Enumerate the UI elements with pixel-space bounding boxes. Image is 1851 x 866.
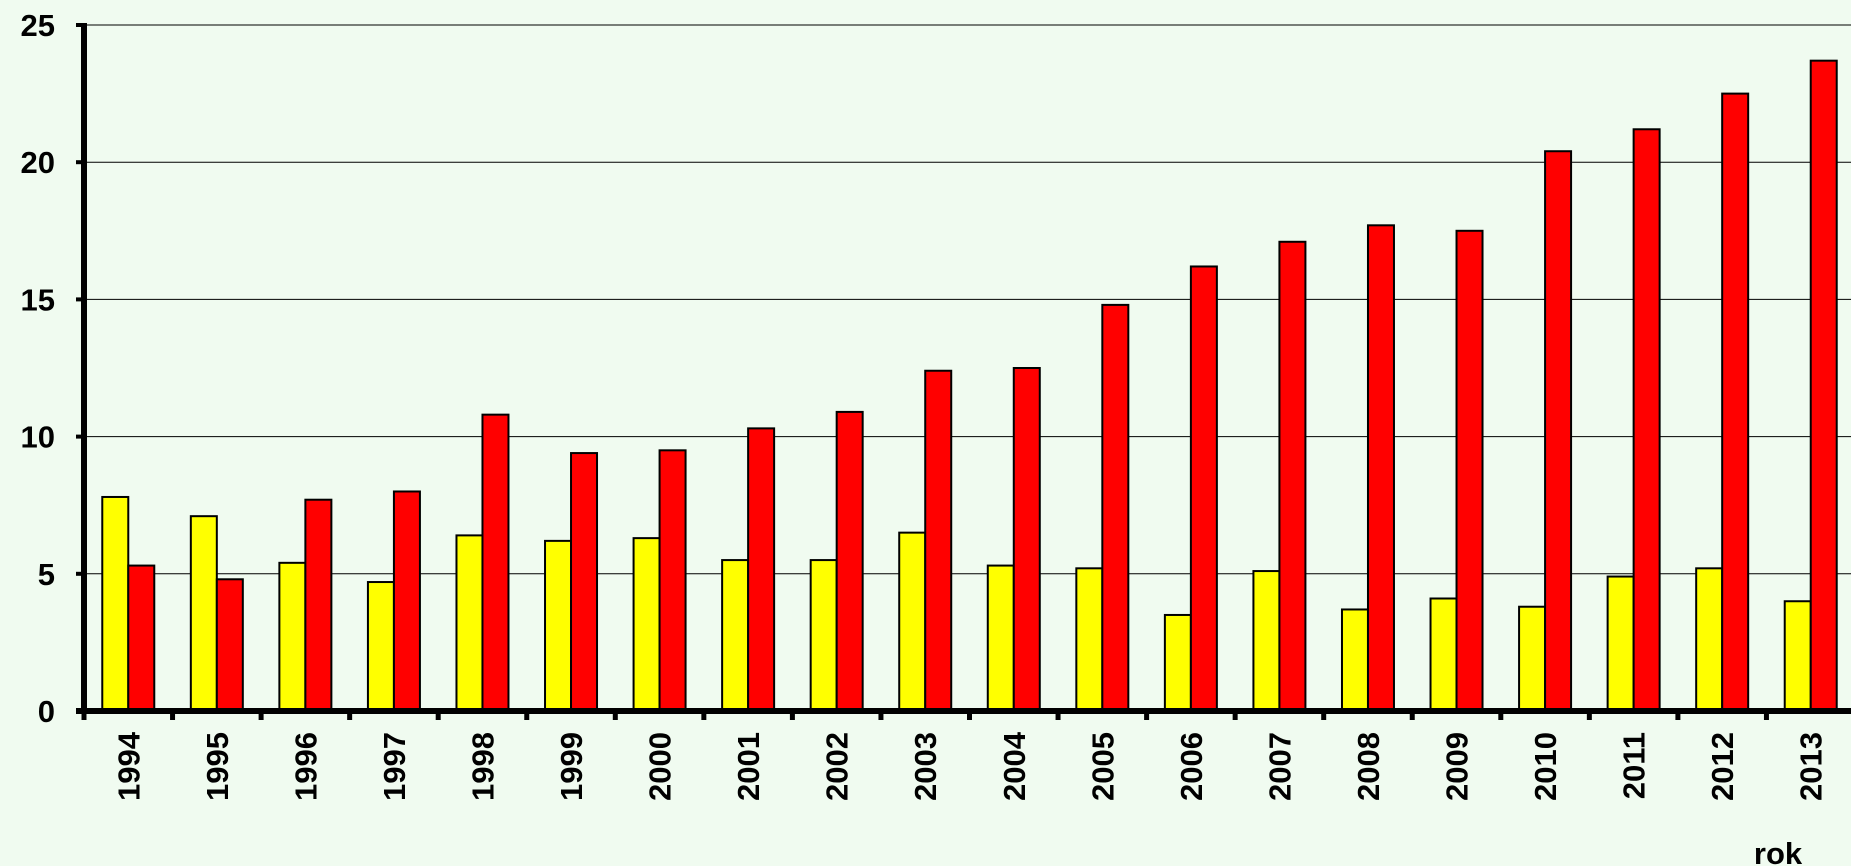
bar-2004-red [1012, 367, 1041, 712]
x-tick-label: 2000 [643, 732, 678, 801]
x-tick-label: 2003 [908, 732, 943, 801]
bars [101, 59, 1838, 713]
bar-2006-red [1189, 265, 1218, 712]
y-tick-label: 25 [21, 8, 55, 43]
bar-1998-red [481, 413, 510, 712]
y-tick-label: 0 [38, 694, 55, 729]
x-tick-label: 1996 [288, 732, 323, 801]
bar-2012-yellow [1695, 567, 1724, 713]
bar-2006-yellow [1163, 613, 1192, 713]
bar-2008-red [1366, 224, 1395, 712]
bar-1996-red [304, 498, 333, 712]
bar-1995-red [215, 578, 244, 713]
bar-2008-yellow [1340, 608, 1369, 712]
bar-2011-yellow [1606, 575, 1635, 712]
bar-1994-red [127, 564, 156, 712]
x-tick-label: 2011 [1617, 732, 1652, 799]
x-tick-label: 1997 [377, 732, 412, 801]
bar-2003-red [924, 369, 953, 712]
bar-2000-red [658, 449, 687, 712]
bar-2009-red [1455, 229, 1484, 713]
x-tick-label: 2013 [1794, 732, 1829, 801]
bar-1999-yellow [544, 539, 573, 713]
x-tick-label: 1995 [200, 732, 235, 801]
x-tick-label: 1994 [111, 731, 146, 801]
bar-1998-yellow [455, 534, 484, 712]
bar-2011-red [1632, 128, 1661, 713]
x-tick-label: 2001 [731, 732, 766, 801]
x-tick-label: 2010 [1528, 732, 1563, 801]
bar-2007-yellow [1252, 570, 1281, 713]
bar-2005-yellow [1075, 567, 1104, 713]
x-tick-label: 1998 [465, 732, 500, 801]
axes [76, 23, 1851, 720]
bar-2010-yellow [1518, 605, 1547, 713]
bar-2003-yellow [898, 531, 927, 713]
x-axis-title: rok [1754, 836, 1803, 866]
bar-2013-yellow [1783, 600, 1812, 712]
bar-2007-red [1278, 240, 1307, 712]
y-tick-label: 5 [38, 557, 55, 592]
x-tick-labels: 1994 1995 1996 1997 1998 1999 2000 2001 2002 2003… [111, 731, 1828, 801]
bar-2001-red [747, 427, 776, 712]
x-tick-label: 2009 [1440, 732, 1475, 801]
bar-1997-yellow [366, 581, 395, 712]
bar-2010-red [1544, 150, 1573, 712]
x-tick-label: 2008 [1351, 732, 1386, 801]
x-tick-label: 2006 [1174, 732, 1209, 801]
x-tick-label: 2012 [1705, 732, 1740, 801]
bar-1995-yellow [189, 515, 218, 713]
bar-2005-red [1101, 303, 1130, 712]
bar-2012-red [1721, 92, 1750, 713]
x-tick-label: 2005 [1085, 732, 1120, 801]
x-tick-label: 2007 [1262, 732, 1297, 801]
bar-2009-yellow [1429, 597, 1458, 712]
bar-2001-yellow [721, 559, 750, 713]
bar-2002-yellow [809, 559, 838, 713]
y-tick-labels: 0 5 10 15 20 25 [21, 8, 55, 729]
y-tick-label: 15 [21, 282, 55, 317]
bar-1999-red [570, 452, 599, 712]
bar-2004-yellow [986, 564, 1015, 712]
bar-2002-red [835, 410, 864, 712]
bar-2013-red [1809, 59, 1838, 713]
bar-2000-yellow [632, 537, 661, 712]
bar-1994-yellow [101, 495, 130, 712]
grid-lines [84, 24, 1851, 575]
x-tick-label: 2002 [820, 732, 855, 801]
bar-1996-yellow [278, 561, 307, 712]
y-tick-label: 10 [21, 420, 55, 455]
x-tick-label: 2004 [997, 731, 1032, 801]
y-tick-label: 20 [21, 145, 55, 180]
x-tick-label: 1999 [554, 732, 589, 801]
bar-1997-red [392, 490, 421, 713]
